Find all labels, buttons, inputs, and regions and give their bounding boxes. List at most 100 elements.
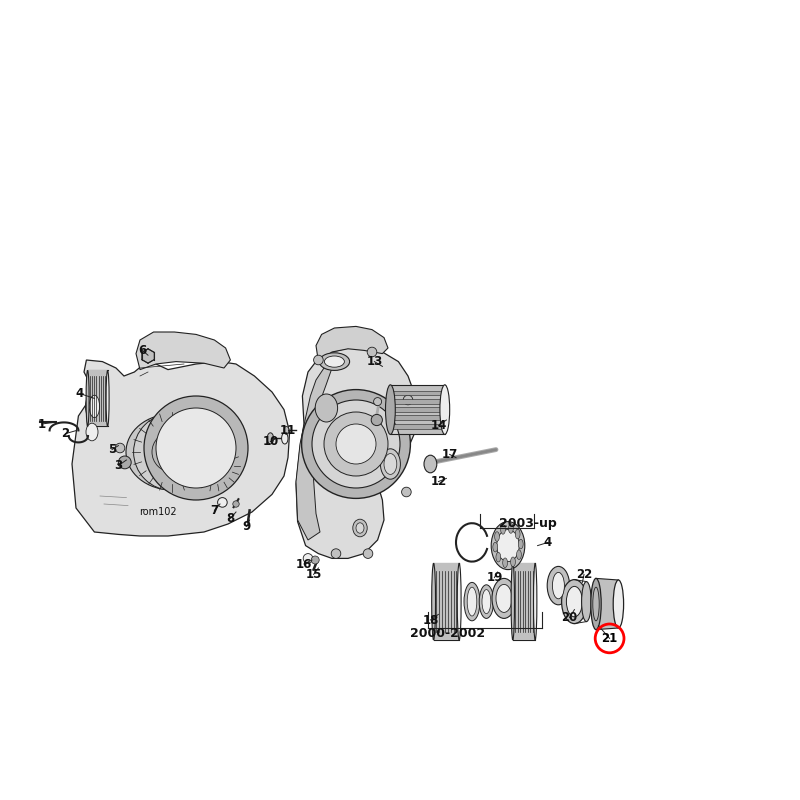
Ellipse shape <box>384 454 397 474</box>
Circle shape <box>363 549 373 558</box>
Text: rom102: rom102 <box>139 507 178 517</box>
Ellipse shape <box>319 353 350 370</box>
Circle shape <box>367 347 377 357</box>
Ellipse shape <box>386 385 395 434</box>
Ellipse shape <box>613 580 624 628</box>
Ellipse shape <box>582 582 591 622</box>
Ellipse shape <box>458 563 461 640</box>
Ellipse shape <box>509 524 514 534</box>
Ellipse shape <box>86 390 103 422</box>
Ellipse shape <box>106 370 109 426</box>
Text: 10: 10 <box>262 435 278 448</box>
Text: 18: 18 <box>422 614 438 626</box>
Ellipse shape <box>86 423 98 441</box>
Text: 22: 22 <box>576 568 592 581</box>
Circle shape <box>336 424 376 464</box>
Polygon shape <box>136 332 230 370</box>
Circle shape <box>152 432 192 472</box>
Ellipse shape <box>86 370 89 426</box>
Circle shape <box>314 355 323 365</box>
Ellipse shape <box>440 385 450 434</box>
Text: 9: 9 <box>242 520 250 533</box>
Ellipse shape <box>325 356 344 367</box>
Text: 7: 7 <box>210 504 218 517</box>
Polygon shape <box>390 390 445 395</box>
Polygon shape <box>513 563 535 640</box>
Text: 5: 5 <box>108 443 116 456</box>
Ellipse shape <box>432 563 435 640</box>
Circle shape <box>374 398 382 406</box>
Ellipse shape <box>464 582 480 621</box>
Ellipse shape <box>510 557 515 566</box>
Text: 19: 19 <box>486 571 502 584</box>
Ellipse shape <box>353 519 367 537</box>
Circle shape <box>311 556 319 564</box>
Circle shape <box>324 412 388 476</box>
Polygon shape <box>88 370 107 426</box>
Circle shape <box>302 390 410 498</box>
Text: 16: 16 <box>296 558 312 570</box>
Text: 6: 6 <box>138 344 146 357</box>
Text: 8: 8 <box>226 512 234 525</box>
Circle shape <box>233 501 239 507</box>
Ellipse shape <box>552 573 565 598</box>
Ellipse shape <box>502 558 507 567</box>
Ellipse shape <box>126 414 218 490</box>
Polygon shape <box>390 399 445 404</box>
Ellipse shape <box>534 563 537 640</box>
Circle shape <box>144 396 248 500</box>
Text: 15: 15 <box>306 568 322 581</box>
Ellipse shape <box>515 530 520 539</box>
Circle shape <box>134 414 210 490</box>
Text: 4: 4 <box>76 387 84 400</box>
Text: 11: 11 <box>280 424 296 437</box>
Polygon shape <box>72 360 290 536</box>
Circle shape <box>403 395 413 405</box>
Text: 14: 14 <box>430 419 446 432</box>
Ellipse shape <box>494 532 499 542</box>
Circle shape <box>402 487 411 497</box>
Polygon shape <box>296 348 418 558</box>
Circle shape <box>156 408 236 488</box>
Text: 2: 2 <box>62 427 70 440</box>
Circle shape <box>118 456 131 469</box>
Polygon shape <box>390 385 445 434</box>
Text: 13: 13 <box>366 355 382 368</box>
Ellipse shape <box>496 552 501 562</box>
Circle shape <box>190 442 238 490</box>
Text: 20: 20 <box>562 611 578 624</box>
Circle shape <box>203 454 226 477</box>
Ellipse shape <box>518 539 523 549</box>
Ellipse shape <box>381 449 400 479</box>
Polygon shape <box>316 326 388 362</box>
Text: 1: 1 <box>38 418 46 430</box>
Circle shape <box>312 400 400 488</box>
Ellipse shape <box>496 584 512 613</box>
Ellipse shape <box>593 587 599 621</box>
Polygon shape <box>596 578 618 630</box>
Polygon shape <box>296 360 334 540</box>
Text: 3: 3 <box>114 459 122 472</box>
Text: 21: 21 <box>602 632 618 645</box>
Circle shape <box>331 549 341 558</box>
Polygon shape <box>390 407 445 412</box>
Ellipse shape <box>492 578 516 618</box>
Ellipse shape <box>497 530 519 562</box>
Text: 17: 17 <box>442 448 458 461</box>
Text: 2003-up: 2003-up <box>499 518 557 530</box>
Ellipse shape <box>467 587 477 616</box>
Ellipse shape <box>517 550 522 559</box>
Ellipse shape <box>356 523 364 534</box>
Ellipse shape <box>501 525 506 534</box>
Ellipse shape <box>590 578 602 630</box>
Polygon shape <box>390 415 445 420</box>
Polygon shape <box>390 424 445 429</box>
Ellipse shape <box>282 433 288 444</box>
Ellipse shape <box>89 395 99 418</box>
Ellipse shape <box>491 522 525 570</box>
Text: 12: 12 <box>430 475 446 488</box>
Ellipse shape <box>424 455 437 473</box>
Ellipse shape <box>493 542 498 552</box>
Ellipse shape <box>315 394 338 422</box>
Text: 4: 4 <box>544 536 552 549</box>
